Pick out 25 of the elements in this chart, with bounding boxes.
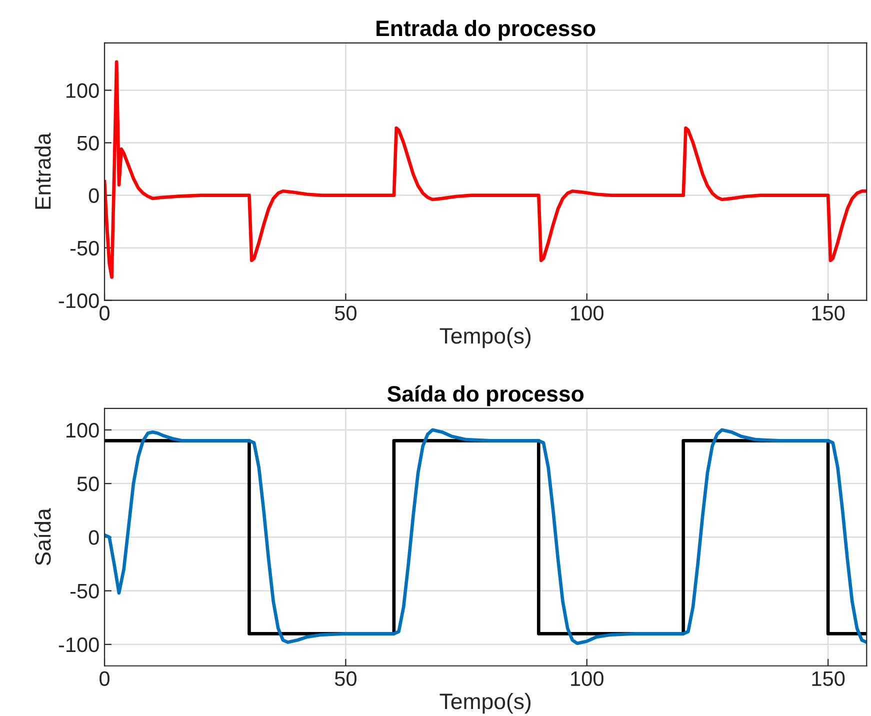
y-axis-title: Saída <box>34 508 51 566</box>
y-tick-label: -50 <box>70 240 99 256</box>
x-tick-label: 50 <box>334 306 356 321</box>
chart-title: Entrada do processo <box>376 20 596 41</box>
x-tick-label: 0 <box>100 671 110 686</box>
x-tick-label: 100 <box>571 671 604 686</box>
x-tick-label: 100 <box>571 306 604 321</box>
chart-title: Saída do processo <box>387 385 584 406</box>
y-axis-title: Entrada <box>34 132 51 209</box>
y-tick-label: -100 <box>58 293 99 308</box>
x-axis-title: Tempo(s) <box>440 692 531 714</box>
x-tick-label: 150 <box>812 671 845 686</box>
y-tick-label: -100 <box>58 637 99 652</box>
x-axis-title: Tempo(s) <box>440 327 531 348</box>
y-tick-label: 100 <box>66 422 99 438</box>
y-tick-label: 50 <box>77 136 99 151</box>
y-tick-label: -50 <box>70 584 99 599</box>
y-tick-label: 0 <box>88 188 99 204</box>
y-tick-label: 0 <box>88 530 99 545</box>
y-tick-label: 50 <box>77 476 99 492</box>
x-tick-label: 150 <box>812 306 845 321</box>
x-tick-label: 50 <box>334 671 356 686</box>
line-series <box>104 60 867 279</box>
y-tick-label: 100 <box>66 83 99 98</box>
x-tick-label: 0 <box>100 306 110 321</box>
